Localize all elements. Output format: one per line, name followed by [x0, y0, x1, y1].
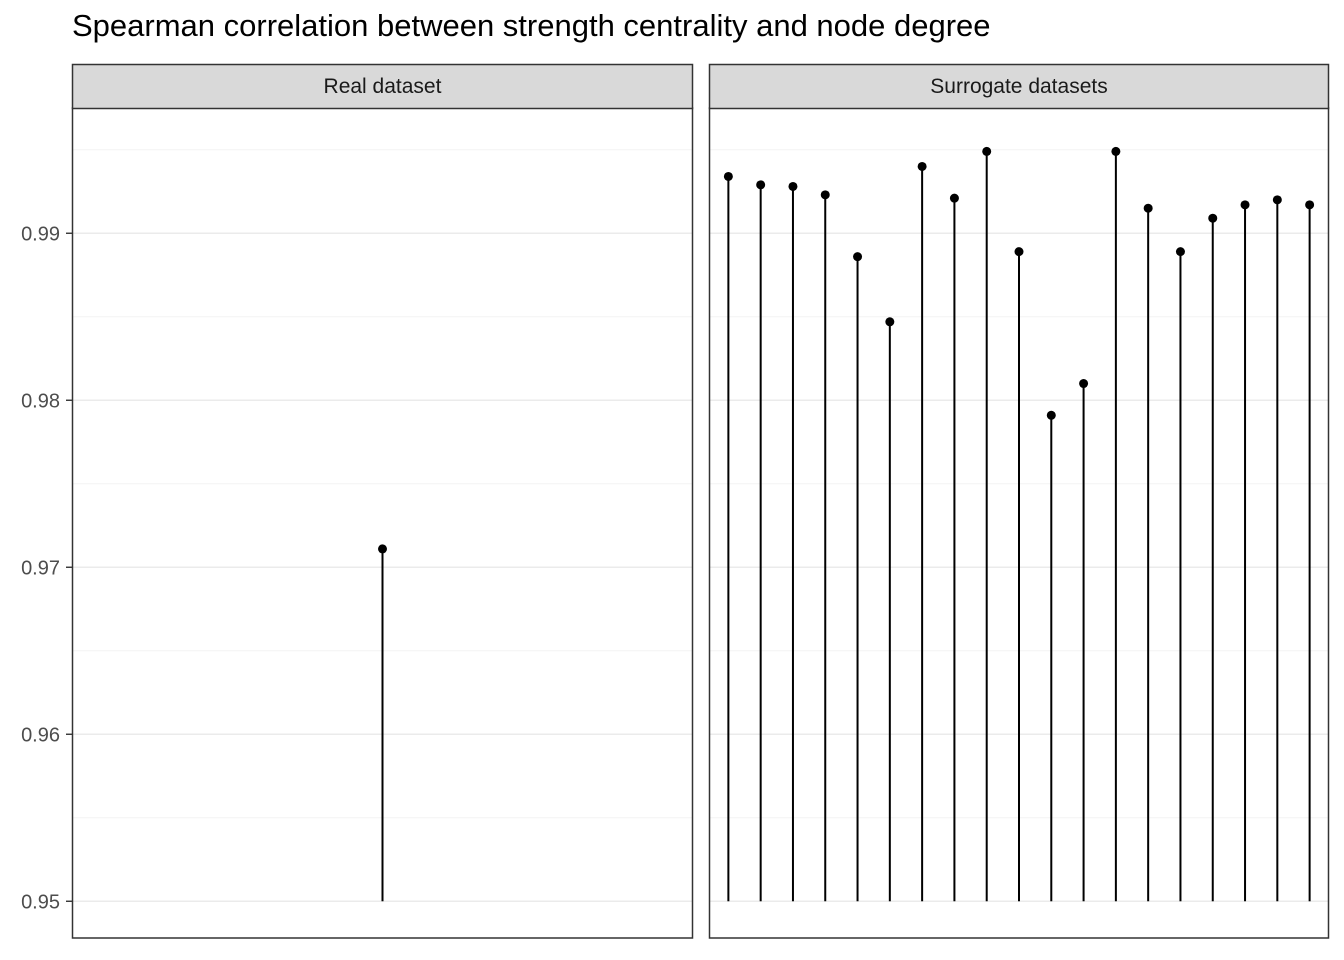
chart-title: Spearman correlation between strength ce…: [72, 8, 991, 43]
data-point: [723, 171, 733, 181]
y-tick-label: 0.95: [21, 891, 60, 913]
y-tick-label: 0.98: [21, 390, 60, 412]
facet-strip: [71, 63, 694, 110]
data-point: [1111, 146, 1121, 156]
facet-strip: [708, 63, 1330, 110]
data-point: [378, 544, 387, 554]
data-point: [1143, 203, 1153, 213]
data-point: [1305, 200, 1315, 210]
data-point: [820, 190, 830, 200]
data-point: [1079, 379, 1089, 389]
data-point: [917, 161, 927, 171]
data-point: [1272, 195, 1282, 205]
data-point: [982, 146, 992, 156]
y-tick-label: 0.99: [21, 223, 60, 245]
data-point: [1175, 247, 1185, 257]
data-point: [949, 193, 959, 203]
facet-strip-label: Surrogate datasets: [930, 75, 1107, 98]
data-point: [1014, 247, 1024, 257]
y-tick-label: 0.96: [21, 724, 60, 746]
data-point: [885, 317, 895, 327]
y-tick-label: 0.97: [21, 557, 60, 579]
data-point: [853, 252, 863, 262]
data-point: [788, 181, 798, 191]
data-point: [1208, 213, 1218, 223]
data-point: [756, 180, 766, 190]
data-point: [1046, 410, 1056, 420]
data-point: [1240, 200, 1250, 210]
facet-strip-label: Real dataset: [324, 75, 442, 98]
